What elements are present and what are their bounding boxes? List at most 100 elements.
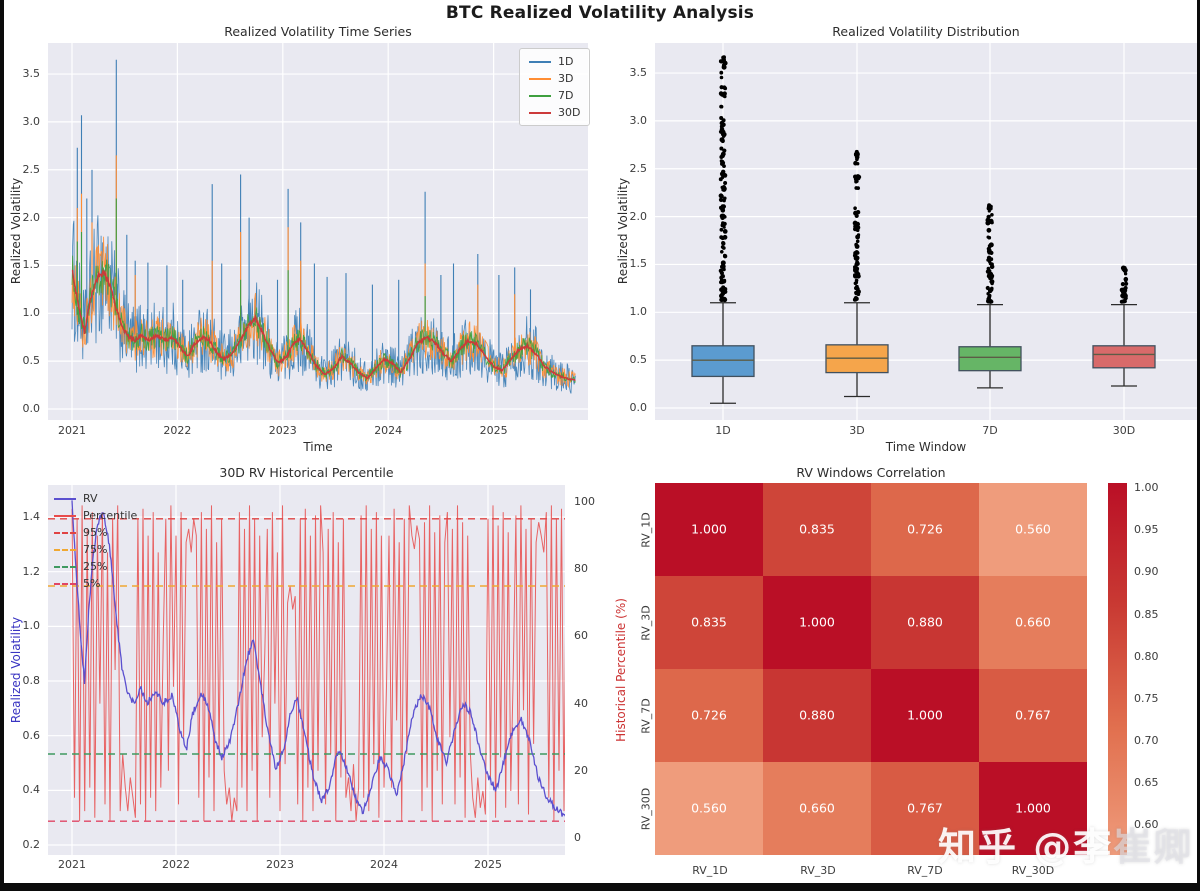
outlier-point [723, 196, 727, 201]
heatmap-cell [871, 576, 979, 669]
outlier-point [722, 234, 728, 240]
legend-swatch [54, 497, 76, 500]
outlier-point [718, 197, 724, 202]
outlier-point [990, 213, 994, 217]
boxplot-chart [655, 43, 1197, 420]
heatmap-value: 0.560 [1015, 522, 1051, 537]
outlier-point [989, 219, 994, 225]
heatmap-value: 0.767 [907, 801, 943, 816]
heatmap-cell [871, 483, 979, 576]
outlier-point [722, 267, 726, 272]
heatmap-cell [763, 483, 871, 576]
x-tick-percentile: 2025 [474, 858, 502, 871]
legend-label: 7D [558, 89, 574, 102]
distribution-title: Realized Volatility Distribution [832, 24, 1020, 39]
y-tick-percentile: 80 [574, 562, 588, 576]
heatmap-value: 0.835 [799, 522, 835, 537]
outlier-point [853, 174, 858, 180]
distribution-xlabel: Time Window [885, 440, 967, 454]
legend-item-1D: 1D [529, 53, 580, 70]
outlier-point [986, 297, 990, 301]
y-tick-distribution: 0.0 [629, 401, 648, 414]
heatmap-col-label: RV_1D [692, 864, 728, 877]
y-tick-distribution: 1.5 [629, 257, 648, 271]
outlier-point [720, 138, 725, 144]
heatmap-value: 0.660 [1015, 615, 1051, 630]
outlier-point [986, 235, 990, 239]
heatmap-value: 0.880 [799, 708, 835, 723]
y-tick-timeseries: 2.5 [22, 162, 41, 176]
timeseries-xlabel: Time [303, 440, 333, 454]
legend-swatch [529, 77, 551, 80]
outlier-point [721, 246, 726, 250]
outlier-point [855, 225, 860, 230]
watermark-handle: 崔卿 [1113, 825, 1194, 869]
legend-item-3D: 3D [529, 70, 580, 87]
outlier-point [718, 129, 724, 134]
x-tick-timeseries: 2025 [479, 424, 508, 437]
outlier-point [854, 262, 859, 267]
legend-label: 30D [558, 106, 581, 119]
y-tick-rv: 1.2 [22, 564, 41, 578]
heatmap-col-label: RV_7D [907, 864, 943, 877]
y-tick-percentile: 60 [574, 629, 588, 643]
y-tick-rv: 0.8 [22, 674, 41, 688]
outlier-point [853, 265, 858, 270]
watermark-brand: 知乎 @李 [938, 825, 1114, 869]
heatmap-cell [763, 669, 871, 762]
colorbar-tick: 0.85 [1134, 607, 1159, 621]
box-1D [691, 345, 755, 378]
y-tick-rv: 0.6 [22, 728, 41, 742]
percentile-legend: RV Percentile 95% 75% 25% 5% [54, 490, 137, 592]
y-tick-distribution: 3.5 [629, 66, 648, 80]
correlation-title: RV Windows Correlation [796, 465, 946, 480]
x-tick-timeseries: 2024 [374, 424, 403, 437]
heatmap-cell [979, 762, 1087, 855]
outlier-point [722, 253, 727, 258]
outlier-point [719, 104, 723, 109]
series-line-30D [71, 268, 576, 382]
outlier-point [854, 250, 860, 255]
heatmap-value: 1.000 [799, 615, 835, 630]
outlier-point [719, 213, 725, 219]
colorbar-tick: 0.70 [1134, 734, 1159, 748]
frame-edge-bottom [0, 883, 1200, 891]
outlier-point [721, 55, 726, 60]
outlier-point [1121, 299, 1125, 304]
y-tick-timeseries: 0.5 [22, 354, 41, 368]
heatmap-cell [655, 669, 763, 762]
y-tick-rv: 0.4 [22, 783, 41, 797]
timeseries-legend: 1D 3D 7D 30D [519, 48, 591, 126]
frame-edge-left [0, 0, 4, 891]
heatmap-value: 1.000 [1015, 801, 1051, 816]
colorbar-tick: 0.65 [1134, 776, 1159, 790]
y-tick-percentile: 100 [574, 495, 595, 508]
legend-item-RV: RV [54, 490, 137, 507]
legend-label: 25% [83, 560, 108, 573]
outlier-point [855, 291, 860, 296]
box-7D [958, 346, 1022, 372]
y-tick-timeseries: 3.5 [22, 67, 41, 81]
outlier-point [719, 159, 724, 163]
y-tick-rv: 1.4 [22, 510, 41, 524]
frame-edge-right [1197, 0, 1200, 891]
outlier-point [854, 280, 859, 285]
legend-label: 1D [558, 55, 574, 68]
outlier-point [721, 241, 726, 246]
percentile-line [71, 505, 565, 822]
outlier-point [1123, 272, 1128, 276]
percentile-left-ylabel: Realized Volatility [9, 616, 23, 724]
outlier-point [989, 279, 995, 285]
outlier-point [719, 120, 725, 126]
outlier-point [719, 205, 723, 210]
outlier-point [856, 162, 860, 166]
y-tick-timeseries: 2.0 [22, 210, 41, 224]
y-tick-distribution: 2.5 [629, 161, 648, 175]
outlier-point [854, 152, 858, 157]
x-tick-distribution: 1D [715, 424, 731, 437]
heatmap-value: 0.726 [691, 708, 727, 723]
rv-line [71, 500, 565, 817]
outlier-point [987, 288, 993, 294]
legend-item-25%: 25% [54, 558, 137, 575]
x-tick-percentile: 2024 [370, 858, 398, 871]
